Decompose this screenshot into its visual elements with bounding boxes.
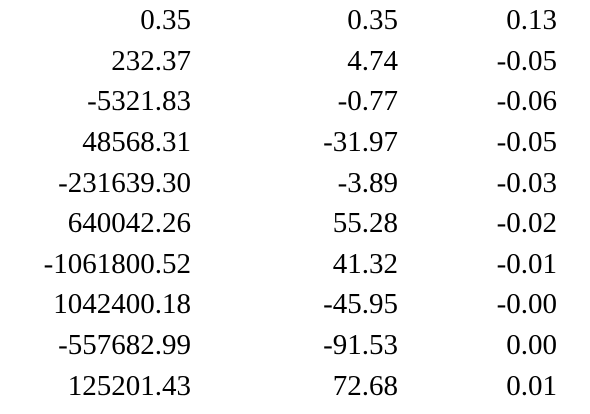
table-cell: -5321.83 <box>87 85 191 118</box>
numbers-table: 0.35 0.35 0.13 232.37 4.74 -0.05 -5321.8… <box>0 0 557 406</box>
table-cell: 41.32 <box>332 247 398 280</box>
table-cell: -231639.30 <box>58 166 191 199</box>
table-cell: 0.35 <box>140 4 191 37</box>
table-cell: -3.89 <box>337 166 398 199</box>
table-cell: 72.68 <box>332 369 398 402</box>
table-cell: 125201.43 <box>67 369 191 402</box>
table-cell: 1042400.18 <box>53 288 191 321</box>
table-cell: 0.35 <box>347 4 398 37</box>
table-row: -5321.83 -0.77 -0.06 <box>0 81 557 122</box>
table-cell: -1061800.52 <box>43 247 191 280</box>
table-row: -557682.99 -91.53 0.00 <box>0 325 557 366</box>
table-cell: 48568.31 <box>82 126 191 159</box>
table-cell: 55.28 <box>332 207 398 240</box>
table-row: 232.37 4.74 -0.05 <box>0 41 557 82</box>
table-row: -1061800.52 41.32 -0.01 <box>0 244 557 285</box>
table-cell: -0.05 <box>496 44 557 77</box>
table-cell: -91.53 <box>323 329 398 362</box>
table-row: 48568.31 -31.97 -0.05 <box>0 122 557 163</box>
table-cell: -557682.99 <box>58 329 191 362</box>
table-row: -231639.30 -3.89 -0.03 <box>0 162 557 203</box>
table-cell: -0.06 <box>496 85 557 118</box>
table-cell: 0.00 <box>506 329 557 362</box>
table-cell: -0.05 <box>496 126 557 159</box>
table-row: 640042.26 55.28 -0.02 <box>0 203 557 244</box>
table-cell: -45.95 <box>323 288 398 321</box>
table-row: 0.35 0.35 0.13 <box>0 0 557 41</box>
table-cell: -0.77 <box>337 85 398 118</box>
table-cell: 4.74 <box>347 44 398 77</box>
table-cell: -31.97 <box>323 126 398 159</box>
table-cell: -0.03 <box>496 166 557 199</box>
table-cell: 0.01 <box>506 369 557 402</box>
table-row: 1042400.18 -45.95 -0.00 <box>0 284 557 325</box>
table-cell: 232.37 <box>111 44 191 77</box>
table-cell: -0.01 <box>496 247 557 280</box>
table-cell: 0.13 <box>506 4 557 37</box>
table-cell: -0.02 <box>496 207 557 240</box>
table-cell: 640042.26 <box>67 207 191 240</box>
table-row: 125201.43 72.68 0.01 <box>0 365 557 406</box>
table-cell: -0.00 <box>496 288 557 321</box>
